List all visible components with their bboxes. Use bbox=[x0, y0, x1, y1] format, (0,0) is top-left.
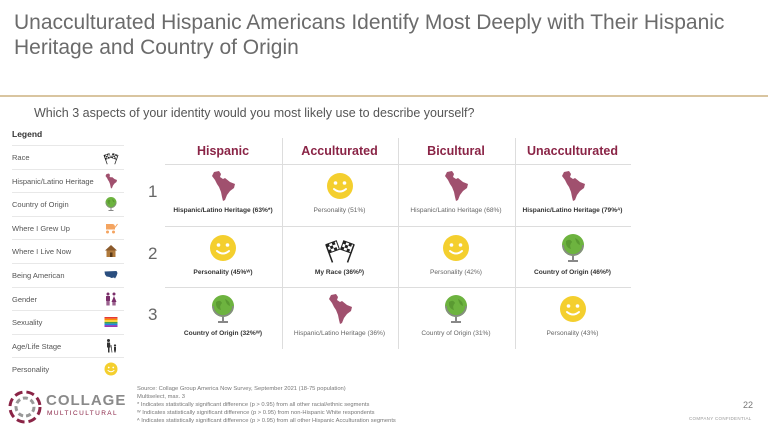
column-header: Hispanic bbox=[196, 144, 250, 158]
source-line: ᴬ Indicates statistically significant di… bbox=[137, 418, 396, 424]
smiley-icon bbox=[325, 170, 355, 202]
confidential-label: COMPANY CONFIDENTIAL bbox=[689, 416, 752, 421]
logo-name: COLLAGE bbox=[46, 392, 127, 409]
identity-grid: Hispanic Acculturated Bicultural Unaccultur… bbox=[165, 138, 631, 349]
house-icon bbox=[102, 243, 120, 259]
globe-icon bbox=[558, 232, 588, 264]
grid-cell: Country of Origin (31%) bbox=[398, 287, 514, 347]
page-number: 22 bbox=[743, 400, 754, 410]
legend-item: Race bbox=[12, 145, 124, 169]
legend-item: Where I Live Now bbox=[12, 239, 124, 263]
smiley-icon bbox=[102, 361, 120, 377]
legend-item-label: Age/Life Stage bbox=[12, 341, 62, 351]
legend-item-label: Gender bbox=[12, 294, 38, 304]
cell-caption: Hispanic/Latino Heritage (63%*) bbox=[173, 207, 273, 214]
grid-cell: Hispanic/Latino Heritage (68%) bbox=[398, 164, 514, 224]
legend-item: Hispanic/Latino Heritage bbox=[12, 168, 124, 193]
legend-item: Country of Origin bbox=[12, 192, 124, 216]
smiley-icon bbox=[208, 232, 238, 264]
legend-item-label: Personality bbox=[12, 365, 50, 375]
column-header: Unacculturated bbox=[527, 144, 618, 158]
rainbow-flag-icon bbox=[102, 314, 120, 330]
cell-caption: Country of Origin (31%) bbox=[421, 330, 491, 337]
grid-cell: Hispanic/Latino Heritage (36%) bbox=[282, 287, 398, 347]
latin-america-map-icon bbox=[102, 173, 120, 189]
source-line: * Indicates statistically significant di… bbox=[137, 402, 370, 408]
grid-row-divider bbox=[165, 225, 631, 227]
grid-cell: Hispanic/Latino Heritage (63%*) bbox=[165, 164, 281, 224]
logo-subname: MULTICULTURAL bbox=[47, 410, 119, 417]
legend-item-label: Country of Origin bbox=[12, 200, 69, 210]
smiley-icon bbox=[558, 293, 588, 325]
cell-caption: Country of Origin (46%ᴮ) bbox=[534, 268, 611, 276]
cell-caption: Personality (42%) bbox=[429, 268, 483, 276]
legend-item-label: Being American bbox=[12, 270, 65, 280]
collage-logo: COLLAGE MULTICULTURAL bbox=[6, 388, 125, 426]
cell-caption: Personality (45%ᵂ) bbox=[193, 268, 253, 276]
grid-column-divider bbox=[514, 138, 516, 349]
cell-caption: Hispanic/Latino Heritage (36%) bbox=[293, 330, 386, 337]
legend-item: Personality bbox=[12, 357, 124, 381]
source-notes: Source: Collage Group America Now Survey… bbox=[137, 385, 396, 425]
grid-cell: Country of Origin (32%ᵂ) bbox=[165, 287, 281, 347]
globe-icon bbox=[208, 293, 238, 325]
globe-icon bbox=[102, 196, 120, 212]
source-line: Source: Collage Group America Now Survey… bbox=[137, 386, 346, 392]
grid-cell: Personality (42%) bbox=[398, 226, 514, 286]
cell-caption: Hispanic/Latino Heritage (79%ᴬ) bbox=[522, 207, 623, 214]
grid-row-divider bbox=[165, 164, 631, 165]
stroller-icon bbox=[102, 220, 120, 236]
column-header: Acculturated bbox=[301, 144, 378, 158]
legend-title: Legend bbox=[12, 129, 43, 139]
cell-caption: My Race (36%ᴮ) bbox=[314, 268, 365, 276]
legend: Legend Race Hispanic/Latino Heritage Count… bbox=[12, 129, 124, 381]
title-divider bbox=[0, 95, 768, 97]
rank-number: 1 bbox=[148, 182, 158, 201]
latin-america-map-icon bbox=[441, 170, 471, 202]
rank-number: 2 bbox=[148, 243, 158, 263]
latin-america-map-icon bbox=[208, 170, 238, 202]
globe-icon bbox=[441, 293, 471, 325]
column-header: Bicultural bbox=[427, 144, 485, 158]
gender-icon bbox=[102, 291, 120, 307]
legend-item: Being American bbox=[12, 262, 124, 287]
grid-cell: Country of Origin (46%ᴮ) bbox=[515, 226, 631, 286]
grid-cell: Personality (51%) bbox=[282, 164, 398, 224]
cell-caption: Hispanic/Latino Heritage (68%) bbox=[410, 207, 502, 214]
usa-map-icon bbox=[102, 267, 120, 283]
grid-cell: Personality (43%) bbox=[515, 287, 631, 347]
logo-mark-icon bbox=[8, 390, 42, 424]
grid-cell: Personality (45%ᵂ) bbox=[165, 226, 281, 286]
grid-cell: My Race (36%ᴮ) bbox=[282, 226, 398, 286]
flags-icon bbox=[102, 149, 120, 165]
latin-america-map-icon bbox=[558, 170, 588, 202]
cell-caption: Country of Origin (32%ᵂ) bbox=[183, 330, 263, 337]
source-line: ᵂ Indicates statistically significant di… bbox=[137, 410, 375, 416]
grid-cell: Hispanic/Latino Heritage (79%ᴬ) bbox=[515, 164, 631, 224]
latin-america-map-icon bbox=[325, 293, 355, 325]
legend-item-label: Hispanic/Latino Heritage bbox=[12, 176, 94, 186]
smiley-icon bbox=[441, 232, 471, 264]
legend-item: Where I Grew Up bbox=[12, 215, 124, 240]
legend-item-label: Sexuality bbox=[12, 318, 43, 328]
age-icon bbox=[102, 338, 120, 354]
grid-column-divider bbox=[398, 138, 399, 349]
grid-column-divider bbox=[281, 138, 283, 349]
source-line: Multiselect, max. 3 bbox=[137, 394, 185, 400]
legend-item-label: Where I Grew Up bbox=[12, 223, 70, 233]
grid-row-divider bbox=[165, 287, 631, 288]
slide-title: Unacculturated Hispanic Americans Identi… bbox=[14, 11, 725, 59]
cell-caption: Personality (43%) bbox=[546, 330, 599, 337]
legend-item: Age/Life Stage bbox=[12, 333, 124, 358]
legend-item-label: Where I Live Now bbox=[12, 247, 72, 257]
cell-caption: Personality (51%) bbox=[313, 207, 366, 214]
legend-item-label: Race bbox=[12, 153, 30, 162]
legend-item: Gender bbox=[12, 286, 124, 311]
flags-icon bbox=[324, 232, 355, 264]
survey-question: Which 3 aspects of your identity would y… bbox=[34, 106, 475, 120]
rank-number: 3 bbox=[148, 305, 158, 324]
legend-item: Sexuality bbox=[12, 310, 124, 334]
